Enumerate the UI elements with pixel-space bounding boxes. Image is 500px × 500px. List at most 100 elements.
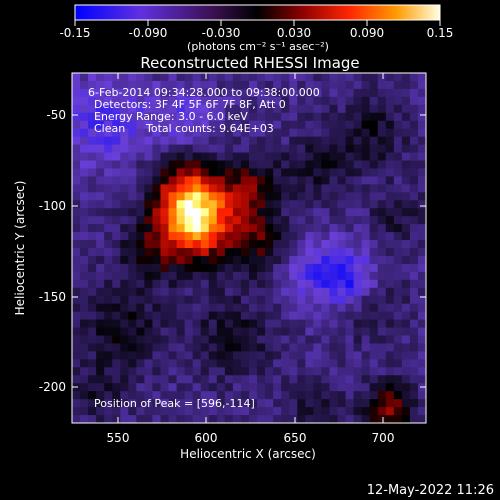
heatmap-cell <box>329 240 338 249</box>
heatmap-cell <box>393 73 403 82</box>
heatmap-cell <box>369 391 379 400</box>
heatmap-cell <box>144 375 153 384</box>
heatmap-cell <box>104 232 113 241</box>
heatmap-cell <box>104 184 113 193</box>
heatmap-cell <box>104 200 113 209</box>
heatmap-cell <box>200 176 210 185</box>
heatmap-cell <box>152 415 161 424</box>
heatmap-cell <box>409 144 419 154</box>
heatmap-cell <box>401 216 411 225</box>
heatmap-cell <box>249 104 258 114</box>
heatmap-cell <box>152 200 161 209</box>
y-axis-title: Heliocentric Y (arcsec) <box>13 181 27 316</box>
heatmap-cell <box>88 152 97 161</box>
heatmap-cell <box>120 240 129 249</box>
heatmap-cell <box>369 303 379 313</box>
heatmap-cell <box>152 144 161 154</box>
heatmap-cell <box>273 399 282 408</box>
heatmap-cell <box>353 271 363 281</box>
heatmap-cell <box>409 120 419 130</box>
heatmap-cell <box>176 367 186 376</box>
heatmap-cell <box>385 375 395 384</box>
heatmap-cell <box>321 391 330 400</box>
heatmap-cell <box>409 343 419 352</box>
heatmap-cell <box>305 279 314 289</box>
heatmap-cell <box>345 184 355 193</box>
heatmap-cell <box>232 168 242 177</box>
heatmap-cell <box>104 327 113 336</box>
heatmap-cell <box>361 240 371 249</box>
heatmap-cell <box>329 216 338 225</box>
heatmap-cell <box>128 112 137 122</box>
heatmap-cell <box>369 144 379 154</box>
heatmap-cell <box>208 303 218 313</box>
heatmap-cell <box>232 255 242 265</box>
heatmap-cell <box>72 208 81 217</box>
heatmap-cell <box>200 248 210 257</box>
heatmap-cell <box>361 200 371 209</box>
heatmap-cell <box>369 80 379 90</box>
heatmap-cell <box>208 200 218 209</box>
heatmap-cell <box>216 287 226 297</box>
heatmap-cell <box>377 176 387 185</box>
heatmap-cell <box>249 216 258 225</box>
heatmap-cell <box>120 271 129 281</box>
heatmap-cell <box>313 415 322 424</box>
heatmap-cell <box>377 160 387 169</box>
heatmap-cell <box>232 383 242 392</box>
heatmap-cell <box>208 176 218 185</box>
heatmap-cell <box>200 184 210 193</box>
heatmap-cell <box>249 168 258 177</box>
heatmap-cell <box>353 343 363 352</box>
heatmap-cell <box>257 407 266 416</box>
heatmap-cell <box>176 136 186 146</box>
heatmap-cell <box>200 391 210 400</box>
heatmap-cell <box>257 224 266 233</box>
heatmap-cell <box>104 112 113 122</box>
heatmap-cell <box>289 255 298 265</box>
heatmap-cell <box>385 152 395 161</box>
heatmap-cell <box>289 375 298 384</box>
heatmap-cell <box>200 232 210 241</box>
heatmap-cell <box>353 73 363 82</box>
heatmap-cell <box>273 287 282 297</box>
heatmap-cell <box>216 240 226 249</box>
heatmap-cell <box>112 80 121 90</box>
heatmap-cell <box>152 271 161 281</box>
heatmap-cell <box>168 287 178 297</box>
heatmap-cell <box>72 343 81 352</box>
heatmap-cell <box>369 200 379 209</box>
heatmap-cell <box>152 367 161 376</box>
heatmap-cell <box>313 367 322 376</box>
heatmap-cell <box>353 319 363 329</box>
heatmap-cell <box>345 104 355 114</box>
heatmap-cell <box>184 327 194 336</box>
heatmap-cell <box>281 407 290 416</box>
heatmap-cell <box>120 351 129 360</box>
heatmap-cell <box>208 367 218 376</box>
heatmap-cell <box>160 303 170 313</box>
heatmap-cell <box>192 375 202 384</box>
heatmap-cell <box>88 311 97 321</box>
heatmap-cell <box>200 96 210 106</box>
heatmap-cell <box>289 200 298 209</box>
heatmap-cell <box>281 136 290 146</box>
heatmap-cell <box>208 73 218 82</box>
heatmap-cell <box>345 263 355 273</box>
heatmap-cell <box>232 80 242 90</box>
heatmap-cell <box>176 399 186 408</box>
heatmap-cell <box>184 232 194 241</box>
colorbar-tick-label: -0.15 <box>59 26 90 40</box>
heatmap-cell <box>72 248 81 257</box>
heatmap-cell <box>281 255 290 265</box>
heatmap-cell <box>96 391 105 400</box>
heatmap-cell <box>152 327 161 336</box>
heatmap-cell <box>240 208 250 217</box>
heatmap-cell <box>273 415 282 424</box>
heatmap-cell <box>321 383 330 392</box>
heatmap-cell <box>112 327 121 336</box>
heatmap-cell <box>249 407 258 416</box>
heatmap-cell <box>120 279 129 289</box>
heatmap-cell <box>232 287 242 297</box>
heatmap-cell <box>96 160 105 169</box>
